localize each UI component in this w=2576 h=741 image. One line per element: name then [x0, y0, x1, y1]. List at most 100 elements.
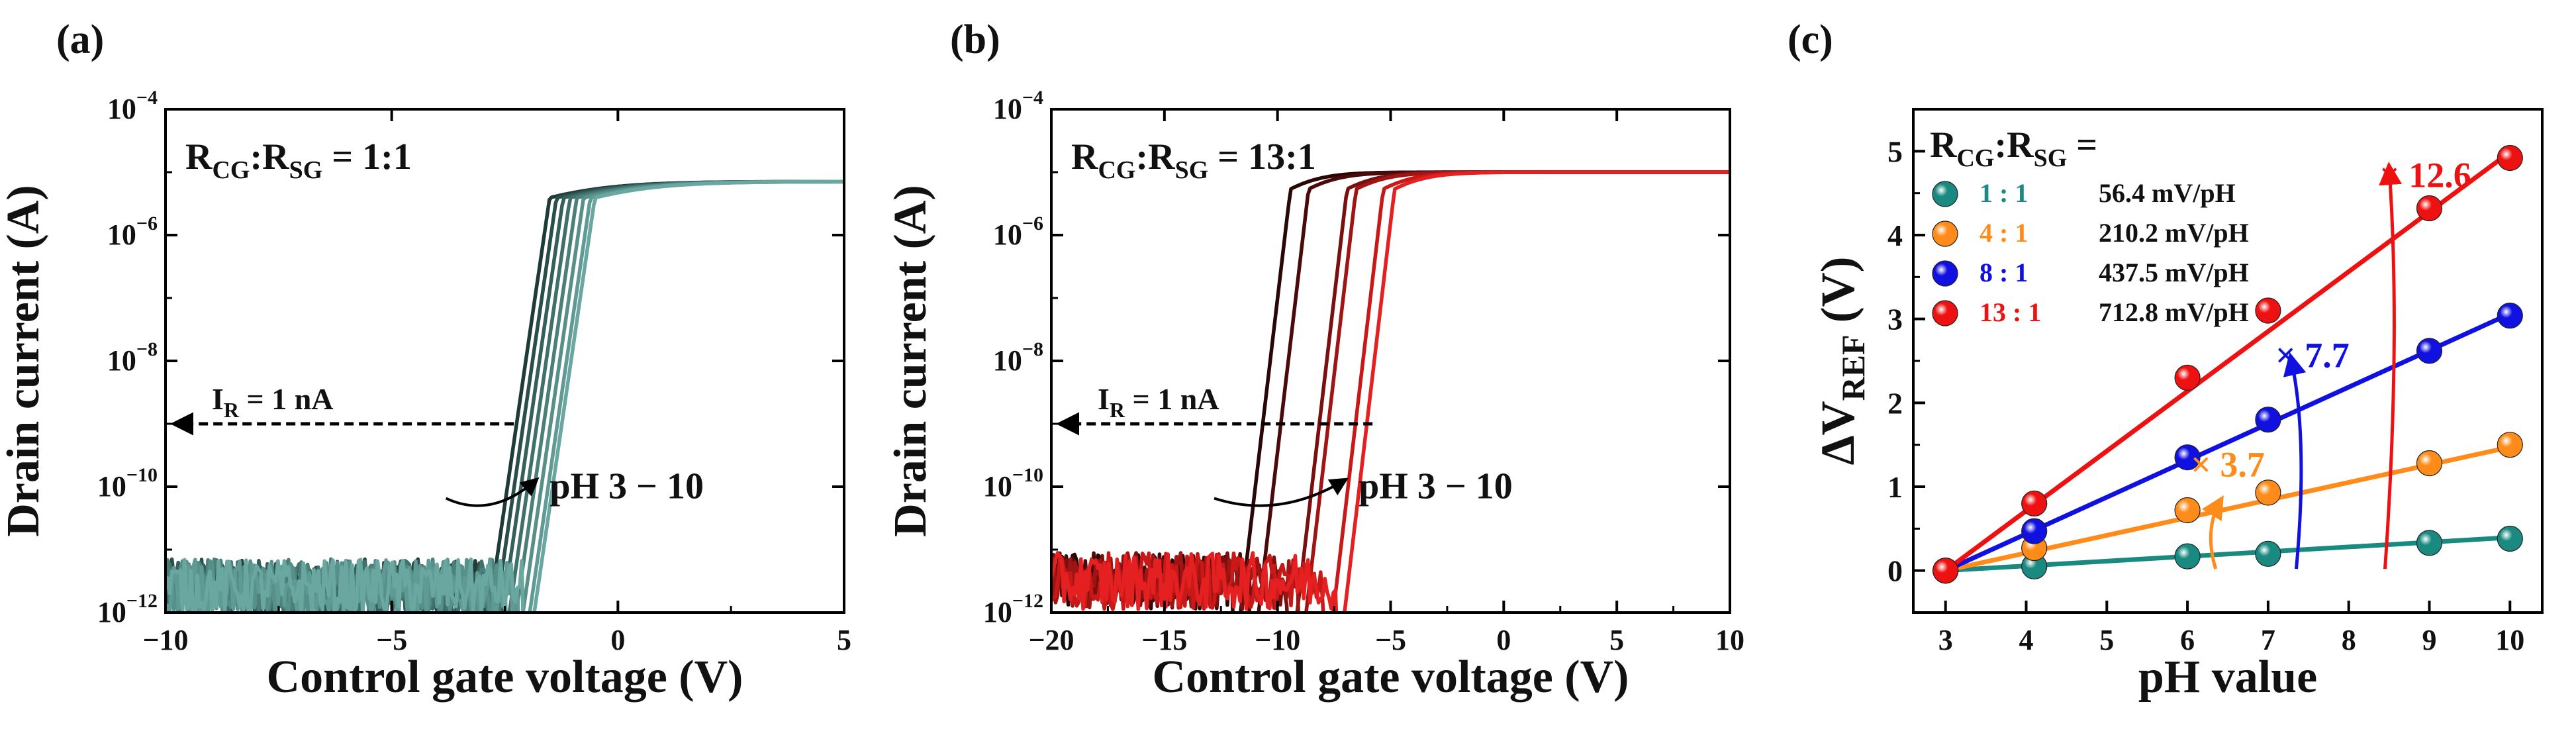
x-tick-label: −10: [1255, 624, 1300, 656]
y-tick-label: 0: [1887, 554, 1903, 588]
y-tick-base: 10: [983, 470, 1012, 503]
y-tick-label: 10−8: [993, 338, 1043, 377]
threshold-i: I: [1098, 382, 1110, 416]
ratio-value: = 13:1: [1208, 136, 1316, 177]
ratio-colon: :: [250, 136, 262, 177]
y-tick-label: 10−10: [97, 464, 158, 503]
data-point: [2174, 444, 2201, 471]
data-point: [2416, 195, 2443, 222]
data-point: [2255, 407, 2281, 433]
panel-label: (b): [950, 17, 1000, 62]
threshold-value: = 1 nA: [1125, 382, 1219, 416]
y-tick-base: 10: [983, 596, 1012, 628]
panel-a: (a)−10 −5 0 510−1210−1010−810−610−4Control …: [0, 17, 851, 703]
x-axis-label: pH value: [2138, 652, 2317, 703]
amplification-arrow: [2201, 495, 2224, 569]
data-point: [2497, 144, 2523, 172]
y-tick-base: 10: [993, 344, 1022, 377]
legend-sensitivity: 56.4 mV/pH: [2099, 178, 2236, 208]
curves-group: [1051, 170, 1730, 613]
y-tick-label: 5: [1887, 134, 1903, 168]
x-tick-label: 10: [1715, 624, 1744, 656]
y-tick-base: 10: [97, 470, 126, 503]
ratio-r: R: [262, 136, 289, 177]
amplification-label: × 12.6: [2379, 155, 2471, 195]
y-tick-label: 3: [1887, 303, 1903, 336]
threshold-value: = 1 nA: [239, 382, 334, 416]
x-axis-label: Control gate voltage (V): [1153, 652, 1629, 703]
y-tick-label: 10−6: [993, 213, 1043, 251]
ratio-value: = 1:1: [322, 136, 412, 177]
x-tick-label: 6: [2180, 624, 2195, 656]
legend-ratio: 8 : 1: [1980, 258, 2028, 287]
y-tick-label: 10−8: [107, 338, 158, 377]
y-axis-delta-v: ΔV: [1811, 401, 1864, 465]
threshold-label: IR = 1 nA: [1098, 382, 1219, 422]
y-tick-exponent: −4: [1022, 87, 1043, 109]
ratio-sub: SG: [289, 156, 323, 184]
y-tick-label: 1: [1887, 470, 1903, 504]
ratio-r: R: [1071, 136, 1098, 177]
y-tick-base: 10: [107, 344, 136, 377]
ph-range-label: pH 3 − 10: [549, 466, 704, 507]
x-tick-label: −15: [1141, 624, 1187, 656]
legend-sub: CG: [1956, 144, 1994, 172]
y-tick-base: 10: [97, 596, 126, 628]
data-point: [2497, 432, 2523, 458]
ph-sweep-arrow: [1214, 477, 1349, 507]
y-tick-base: 10: [107, 93, 136, 125]
threshold-i: I: [212, 382, 224, 416]
data-point: [2497, 525, 2523, 552]
legend-eq: =: [2067, 124, 2097, 166]
ph-range-label: pH 3 − 10: [1359, 466, 1513, 507]
x-tick-label: 3: [1938, 624, 1953, 656]
x-tick-label: −10: [142, 624, 188, 656]
y-tick-exponent: −6: [136, 213, 158, 234]
data-point: [1932, 558, 1959, 584]
amplification-label: × 3.7: [2191, 444, 2265, 484]
x-tick-label: 5: [2099, 624, 2114, 656]
x-tick-label: −20: [1028, 624, 1074, 656]
legend-ratio: 1 : 1: [1980, 178, 2028, 208]
legend-sensitivity: 437.5 mV/pH: [2099, 258, 2249, 287]
y-tick-exponent: −10: [1012, 464, 1043, 486]
ratio-sub: SG: [1175, 156, 1209, 184]
ratio-sub: CG: [1098, 156, 1135, 184]
x-tick-label: 10: [2495, 624, 2524, 656]
panel-label: (a): [56, 17, 104, 62]
legend-sensitivity: 210.2 mV/pH: [2099, 218, 2249, 248]
x-tick-label: 4: [2019, 624, 2034, 656]
y-tick-exponent: −10: [126, 464, 158, 486]
legend-r: R: [1930, 124, 1957, 166]
y-axis-unit: (V): [1811, 256, 1864, 334]
y-tick-base: 10: [107, 219, 136, 251]
legend-ratio: 4 : 1: [1980, 218, 2028, 248]
y-tick-exponent: −4: [136, 87, 158, 109]
legend-marker: [1932, 221, 1958, 247]
y-tick-label: 10−4: [993, 87, 1043, 125]
y-axis-label: ΔVREF (V): [1811, 256, 1872, 465]
x-tick-label: 9: [2422, 624, 2436, 656]
ratio-title: RCG:RSG = 1:1: [185, 136, 412, 184]
x-tick-label: −5: [1375, 624, 1406, 656]
x-tick-label: 7: [2261, 624, 2275, 656]
legend-sub: SG: [2034, 144, 2068, 172]
data-point: [2416, 450, 2443, 477]
legend-colon: :: [1994, 124, 2007, 166]
x-tick-label: 0: [610, 624, 625, 656]
legend-marker: [1932, 300, 1958, 326]
threshold-sub: R: [1110, 398, 1125, 422]
legend-marker: [1932, 260, 1958, 287]
amplification-arrow: [2379, 162, 2403, 569]
y-tick-label: 4: [1887, 219, 1903, 252]
panel-b: (b)−20 −15 −10 −5 0 5 1010−1210−1010−810−610−4…: [885, 17, 1744, 703]
y-tick-label: 2: [1887, 386, 1903, 420]
y-tick-base: 10: [993, 93, 1022, 125]
x-tick-label: 5: [1609, 624, 1624, 656]
ph-sweep-arrow: [445, 477, 540, 507]
threshold-label: IR = 1 nA: [212, 382, 334, 422]
y-axis-label: Drain current (A): [0, 185, 49, 536]
panel-c: (c) × 3.7 × 7.7 × 12.6 3 4 5 6 7 8 9 10 0 1 2 3 4 5 pH val…: [1788, 17, 2544, 703]
x-tick-label: 0: [1496, 624, 1511, 656]
y-tick-exponent: −8: [136, 338, 158, 360]
